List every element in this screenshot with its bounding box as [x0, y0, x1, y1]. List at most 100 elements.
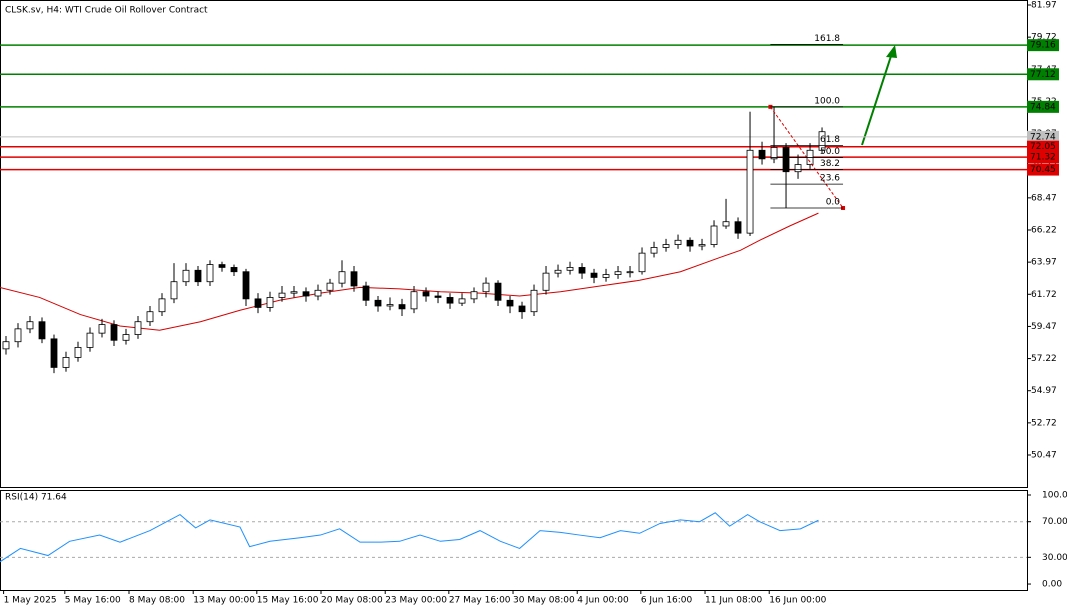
- fib-level-label: 50.0: [820, 147, 840, 157]
- candle-body: [434, 295, 442, 298]
- price-tag-label: 79.16: [1030, 41, 1056, 51]
- candle-body: [230, 267, 238, 273]
- fib-level-label: 23.6: [820, 174, 840, 184]
- candle-body: [74, 347, 82, 358]
- rsi-title: RSI(14) 71.64: [5, 493, 67, 503]
- candle-body: [350, 271, 358, 287]
- x-tick-label: 15 May 16:00: [257, 596, 319, 606]
- fib-level-label: 161.8: [814, 34, 840, 44]
- candle-body: [254, 298, 262, 308]
- rsi-tick-label: 100.00: [1042, 490, 1067, 500]
- candle-body: [782, 147, 790, 173]
- candle-body: [734, 221, 742, 234]
- candle-body: [314, 289, 322, 297]
- candle-body: [458, 298, 466, 304]
- y-tick-label: 57.22: [1031, 354, 1057, 364]
- fib-level-label: 61.8: [820, 135, 840, 145]
- arrow-head: [886, 45, 897, 58]
- x-tick-label: 4 Jun 00:00: [577, 596, 629, 606]
- candle-body: [374, 299, 382, 307]
- rsi-pane-frame: [0, 490, 1028, 591]
- price-tag: [1027, 100, 1059, 113]
- candle-body: [638, 252, 646, 273]
- rsi-tick-label: 0.00: [1042, 580, 1062, 590]
- candle-body: [2, 341, 10, 350]
- candle-body: [206, 264, 214, 283]
- x-tick-label: 30 May 08:00: [513, 596, 575, 606]
- candle-body: [338, 271, 346, 284]
- price-tag-label: 72.74: [1030, 132, 1056, 142]
- y-tick-label: 66.22: [1031, 226, 1057, 236]
- candle-body: [506, 299, 514, 307]
- price-tag: [1027, 130, 1059, 143]
- candle-body: [542, 272, 550, 291]
- y-tick-label: 50.47: [1031, 451, 1057, 461]
- y-tick-label: 61.72: [1031, 290, 1057, 300]
- candle-body: [98, 324, 106, 334]
- candle-body: [362, 285, 370, 301]
- rsi-tick-label: 30.00: [1042, 553, 1067, 563]
- candle-body: [218, 264, 226, 268]
- candle-body: [302, 291, 310, 297]
- y-tick-label: 59.47: [1031, 322, 1057, 332]
- x-tick-label: 20 May 08:00: [321, 596, 383, 606]
- candle-body: [578, 267, 586, 274]
- candle-body: [122, 334, 130, 341]
- candle-body: [170, 281, 178, 300]
- target-arrow: [861, 52, 893, 146]
- candle-body: [410, 291, 418, 310]
- candle-body: [818, 131, 826, 151]
- y-tick-label: 63.97: [1031, 258, 1057, 268]
- rsi-line: [0, 512, 819, 563]
- candle-body: [158, 298, 166, 313]
- rsi-tick-label: 70.00: [1042, 517, 1067, 527]
- candle-body: [566, 267, 574, 271]
- candle-body: [590, 272, 598, 278]
- y-tick-label: 68.47: [1031, 193, 1057, 203]
- candle-body: [194, 269, 202, 283]
- candle-body: [554, 269, 562, 274]
- fib-level-label: 100.0: [814, 96, 840, 106]
- candle-body: [770, 147, 778, 160]
- candle-body: [794, 164, 802, 173]
- price-tag-label: 77.12: [1030, 70, 1056, 80]
- candle-body: [722, 221, 730, 227]
- candle-body: [626, 271, 634, 274]
- x-tick-label: 5 May 16:00: [65, 596, 121, 606]
- candle-body: [758, 149, 766, 160]
- price-tag: [1027, 39, 1059, 52]
- chart-title: CLSK.sv, H4: WTI Crude Oil Rollover Cont…: [5, 6, 208, 16]
- price-tag: [1027, 163, 1059, 176]
- price-tag-label: 70.45: [1030, 165, 1056, 175]
- fib-level-label: 38.2: [820, 159, 840, 169]
- x-tick-label: 27 May 16:00: [449, 596, 511, 606]
- candle-body: [650, 247, 658, 254]
- candle-body: [50, 338, 58, 368]
- candle-body: [62, 357, 70, 368]
- candle-body: [326, 282, 334, 291]
- candle-body: [674, 239, 682, 245]
- candle-body: [494, 282, 502, 301]
- y-tick-label: 54.97: [1031, 386, 1057, 396]
- candle-body: [746, 149, 754, 234]
- candle-body: [422, 291, 430, 297]
- y-tick-label: 81.97: [1031, 1, 1057, 11]
- price-tag: [1027, 68, 1059, 81]
- candle-body: [290, 291, 298, 294]
- candle-body: [26, 321, 34, 330]
- price-tag: [1027, 151, 1059, 164]
- price-pane-frame: [0, 0, 1028, 488]
- candle-body: [446, 297, 454, 304]
- y-tick-label: 79.72: [1031, 33, 1057, 43]
- candle-body: [110, 324, 118, 341]
- candle-body: [86, 332, 94, 348]
- price-tag-label: 74.84: [1030, 102, 1056, 112]
- candle-body: [470, 291, 478, 300]
- x-tick-label: 11 Jun 08:00: [705, 596, 762, 606]
- candle-body: [614, 271, 622, 275]
- candle-body: [386, 304, 394, 307]
- price-tag: [1027, 140, 1059, 153]
- candle-body: [530, 289, 538, 313]
- candle-body: [686, 239, 694, 247]
